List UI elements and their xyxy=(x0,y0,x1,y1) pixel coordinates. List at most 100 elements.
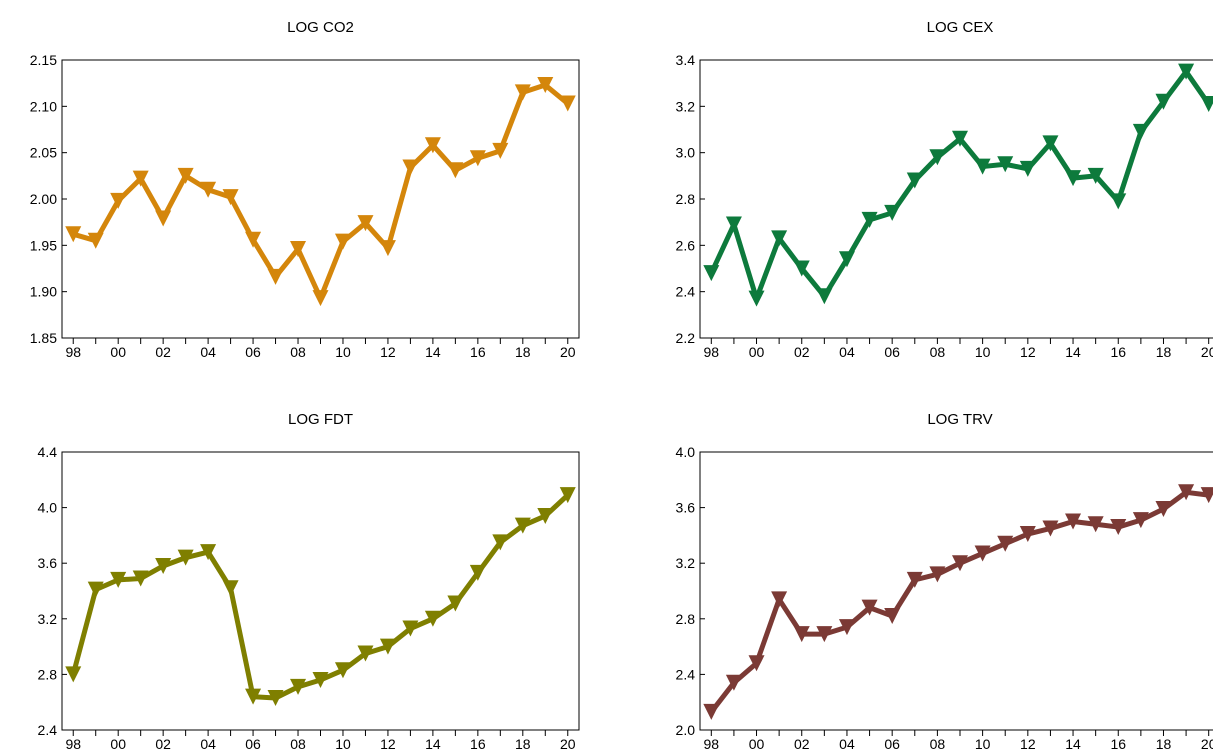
x-tick-label: 06 xyxy=(884,736,900,752)
series-line xyxy=(709,489,1210,714)
data-point-marker xyxy=(1200,487,1213,504)
x-tick-label: 02 xyxy=(155,736,171,752)
y-tick-label: 2.6 xyxy=(676,237,696,253)
x-tick-label: 00 xyxy=(110,344,126,360)
data-point-marker xyxy=(1132,123,1149,140)
plot-frame xyxy=(699,451,1213,731)
data-point-marker xyxy=(469,150,486,167)
data-point-marker xyxy=(884,608,901,625)
data-point-marker xyxy=(245,231,262,248)
data-point-marker xyxy=(1178,63,1195,80)
data-point-marker xyxy=(357,215,374,232)
y-tick-label: 3.2 xyxy=(676,98,696,114)
chart-title: LOG FDT xyxy=(288,411,353,428)
data-point-marker xyxy=(748,655,765,672)
x-tick-label: 14 xyxy=(425,344,441,360)
data-point-marker xyxy=(1019,160,1036,177)
data-point-marker xyxy=(222,580,239,597)
data-point-marker xyxy=(267,690,284,707)
data-point-marker xyxy=(1087,516,1104,533)
data-point-marker xyxy=(65,226,82,243)
data-point-marker xyxy=(200,181,217,198)
y-tick-label: 3.6 xyxy=(38,555,58,571)
data-point-marker xyxy=(177,167,194,184)
data-point-marker xyxy=(87,232,104,249)
y-tick-label: 2.05 xyxy=(30,145,57,161)
data-point-marker xyxy=(132,170,149,187)
x-tick-label: 04 xyxy=(839,736,855,752)
y-tick-label: 1.95 xyxy=(30,237,57,253)
data-point-marker xyxy=(703,265,720,282)
x-tick-label: 12 xyxy=(380,344,396,360)
y-tick-label: 2.15 xyxy=(30,52,57,68)
data-point-marker xyxy=(906,172,923,189)
x-tick-label: 98 xyxy=(65,344,81,360)
x-tick-label: 04 xyxy=(839,344,855,360)
x-tick-label: 12 xyxy=(1020,736,1036,752)
data-point-marker xyxy=(1110,519,1127,536)
data-point-marker xyxy=(290,241,307,258)
data-point-marker xyxy=(492,534,509,551)
x-tick-label: 14 xyxy=(425,736,441,752)
data-point-marker xyxy=(1065,513,1082,530)
data-point-marker xyxy=(334,662,351,679)
data-point-marker xyxy=(357,645,374,662)
data-point-marker xyxy=(379,240,396,257)
data-point-marker xyxy=(1132,512,1149,529)
data-point-marker xyxy=(725,674,742,691)
data-point-marker xyxy=(537,507,554,524)
x-tick-label: 08 xyxy=(290,736,306,752)
y-tick-label: 2.10 xyxy=(30,98,57,114)
data-point-marker xyxy=(267,268,284,285)
x-tick-label: 16 xyxy=(470,736,486,752)
data-point-marker xyxy=(312,671,329,688)
data-point-marker xyxy=(771,230,788,247)
data-point-marker xyxy=(974,545,991,562)
x-tick-label: 04 xyxy=(200,344,216,360)
x-tick-label: 18 xyxy=(515,344,531,360)
data-point-marker xyxy=(748,290,765,307)
data-point-marker xyxy=(155,210,172,227)
data-point-marker xyxy=(424,610,441,627)
data-point-marker xyxy=(861,599,878,616)
chart-panel: LOG CEX 2.2 2.4 2.6 2.8 3.0 3.2 3.4 98 00 02 04 06 08… xyxy=(676,19,1213,360)
x-tick-label: 08 xyxy=(930,344,946,360)
data-point-marker xyxy=(312,290,329,307)
data-point-marker xyxy=(861,211,878,228)
y-tick-label: 4.4 xyxy=(38,444,58,460)
data-point-marker xyxy=(1155,500,1172,517)
chart-panel: LOG TRV 2.0 2.4 2.8 3.2 3.6 4.0 98 00 02 04 06 08 10 1… xyxy=(676,411,1213,752)
data-point-marker xyxy=(771,591,788,608)
x-tick-label: 12 xyxy=(380,736,396,752)
data-point-marker xyxy=(222,189,239,206)
y-tick-label: 1.90 xyxy=(30,284,57,300)
plot-frame xyxy=(61,451,580,731)
data-point-marker xyxy=(559,95,576,112)
series-line xyxy=(709,69,1211,302)
data-point-marker xyxy=(424,137,441,154)
x-tick-label: 20 xyxy=(1201,736,1213,752)
data-point-marker xyxy=(974,158,991,175)
data-point-marker xyxy=(929,566,946,583)
x-tick-label: 08 xyxy=(290,344,306,360)
x-tick-label: 18 xyxy=(1156,344,1172,360)
y-tick-label: 3.6 xyxy=(676,500,696,516)
x-tick-label: 12 xyxy=(1020,344,1036,360)
data-point-marker xyxy=(492,142,509,159)
x-tick-label: 98 xyxy=(704,344,720,360)
x-tick-label: 06 xyxy=(245,344,261,360)
data-point-marker xyxy=(200,544,217,561)
y-tick-label: 2.0 xyxy=(676,722,696,738)
series-line xyxy=(72,82,570,301)
data-point-marker xyxy=(87,581,104,598)
y-tick-label: 4.0 xyxy=(676,444,696,460)
y-tick-label: 2.8 xyxy=(676,611,696,627)
x-tick-label: 10 xyxy=(975,344,991,360)
y-tick-label: 2.00 xyxy=(30,191,57,207)
x-tick-label: 16 xyxy=(470,344,486,360)
x-tick-label: 10 xyxy=(335,736,351,752)
x-tick-label: 98 xyxy=(65,736,81,752)
x-tick-label: 00 xyxy=(749,736,765,752)
data-point-marker xyxy=(537,77,554,94)
